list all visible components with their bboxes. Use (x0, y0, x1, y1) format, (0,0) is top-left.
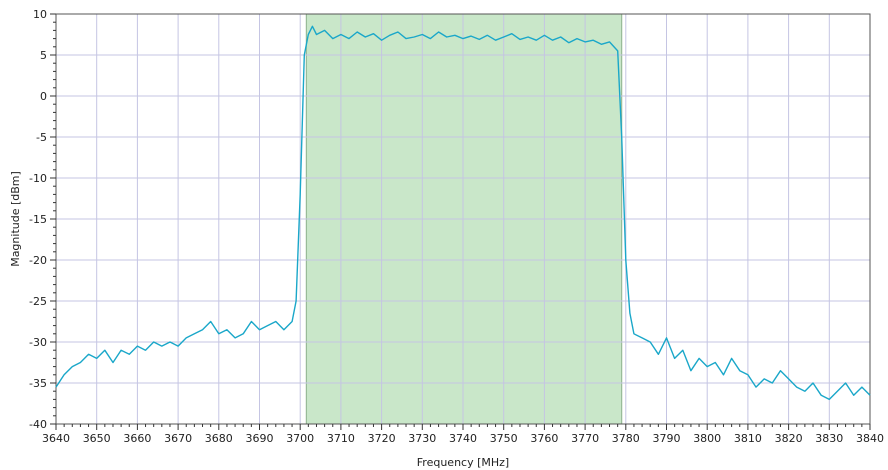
x-tick-label: 3660 (123, 432, 151, 445)
y-tick-label: -25 (29, 295, 47, 308)
x-tick-label: 3700 (286, 432, 314, 445)
x-tick-label: 3640 (42, 432, 70, 445)
y-tick-label: -30 (29, 336, 47, 349)
x-tick-label: 3750 (490, 432, 518, 445)
y-tick-label: -5 (36, 131, 47, 144)
y-tick-label: -10 (29, 172, 47, 185)
x-tick-label: 3830 (815, 432, 843, 445)
y-tick-label: 5 (40, 49, 47, 62)
x-tick-label: 3730 (408, 432, 436, 445)
x-tick-label: 3780 (612, 432, 640, 445)
spectrum-trace-line (55, 25, 871, 401)
x-tick-label: 3690 (246, 432, 274, 445)
x-tick-label: 3680 (205, 432, 233, 445)
y-tick-label: -20 (29, 254, 47, 267)
x-tick-label: 3810 (734, 432, 762, 445)
x-tick-label: 3670 (164, 432, 192, 445)
y-tick-label: -40 (29, 418, 47, 431)
x-axis-label: Frequency [MHz] (417, 456, 509, 469)
plot-area: 3640 3650 3660 3670 3680 3690 3700 3710 3720 3730… (9, 8, 884, 469)
x-tick-label: 3800 (693, 432, 721, 445)
x-tick-label: 3770 (571, 432, 599, 445)
x-tick-label: 3840 (856, 432, 884, 445)
y-tick-label: -35 (29, 377, 47, 390)
y-tick-label: 0 (40, 90, 47, 103)
x-tick-label: 3740 (449, 432, 477, 445)
x-tick-label: 3710 (327, 432, 355, 445)
y-axis-label: Magnitude [dBm] (9, 171, 22, 267)
x-tick-label: 3790 (653, 432, 681, 445)
x-tick-label: 3760 (530, 432, 558, 445)
y-tick-label: 10 (33, 8, 47, 21)
x-tick-label: 3650 (83, 432, 111, 445)
x-tick-label: 3720 (368, 432, 396, 445)
x-tick-label: 3820 (775, 432, 803, 445)
y-tick-label: -15 (29, 213, 47, 226)
